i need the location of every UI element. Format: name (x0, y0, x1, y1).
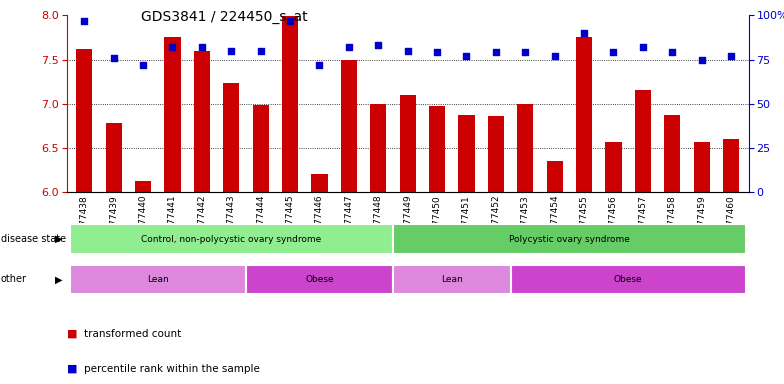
Bar (605, 142, 622, 192)
Text: Control, non-polycystic ovary syndrome: Control, non-polycystic ovary syndrome (141, 235, 321, 243)
Bar (576, 38, 592, 192)
Point (136, 62, 149, 68)
Bar (517, 104, 533, 192)
Bar (370, 104, 387, 192)
Bar (223, 83, 239, 192)
Bar (546, 161, 563, 192)
Point (637, 44, 649, 50)
Bar (664, 115, 681, 192)
Point (284, 18, 296, 24)
Bar (135, 180, 151, 192)
Text: percentile rank within the sample: percentile rank within the sample (84, 364, 260, 374)
Point (107, 55, 120, 61)
Bar (429, 106, 445, 192)
Point (225, 48, 238, 54)
Text: transformed count: transformed count (84, 329, 181, 339)
Text: Polycystic ovary syndrome: Polycystic ovary syndrome (509, 235, 630, 243)
Text: ■: ■ (67, 329, 77, 339)
Point (607, 50, 619, 56)
Point (460, 53, 473, 59)
Bar (635, 90, 651, 192)
Text: Obese: Obese (305, 275, 334, 284)
Bar (400, 95, 416, 192)
Text: ▶: ▶ (55, 234, 63, 244)
Bar (393, 265, 510, 294)
Point (401, 48, 414, 54)
Bar (106, 123, 122, 192)
Point (166, 44, 179, 50)
Point (372, 42, 384, 48)
Text: ▶: ▶ (55, 274, 63, 285)
Text: GDS3841 / 224450_s_at: GDS3841 / 224450_s_at (141, 10, 308, 23)
Point (724, 53, 737, 59)
Point (195, 44, 208, 50)
Point (78, 18, 90, 24)
Bar (393, 224, 746, 254)
Bar (70, 224, 393, 254)
Bar (76, 49, 93, 192)
Bar (694, 142, 710, 192)
Text: other: other (1, 274, 27, 285)
Point (519, 50, 532, 56)
Text: Lean: Lean (147, 275, 169, 284)
Point (254, 48, 267, 54)
Point (695, 56, 708, 63)
Bar (282, 16, 298, 192)
Bar (194, 51, 210, 192)
Text: Lean: Lean (441, 275, 463, 284)
Bar (723, 139, 739, 192)
Point (666, 50, 678, 56)
Text: disease state: disease state (1, 234, 66, 244)
Bar (165, 36, 180, 192)
Point (578, 30, 590, 36)
Bar (341, 60, 357, 192)
Text: ■: ■ (67, 364, 77, 374)
Text: Obese: Obese (614, 275, 643, 284)
Point (343, 44, 355, 50)
Bar (459, 115, 474, 192)
Point (489, 50, 502, 56)
Point (430, 50, 443, 56)
Bar (510, 265, 746, 294)
Bar (311, 174, 328, 192)
Bar (246, 265, 393, 294)
Point (548, 53, 561, 59)
Bar (70, 265, 246, 294)
Bar (252, 106, 269, 192)
Point (313, 62, 325, 68)
Bar (488, 116, 504, 192)
